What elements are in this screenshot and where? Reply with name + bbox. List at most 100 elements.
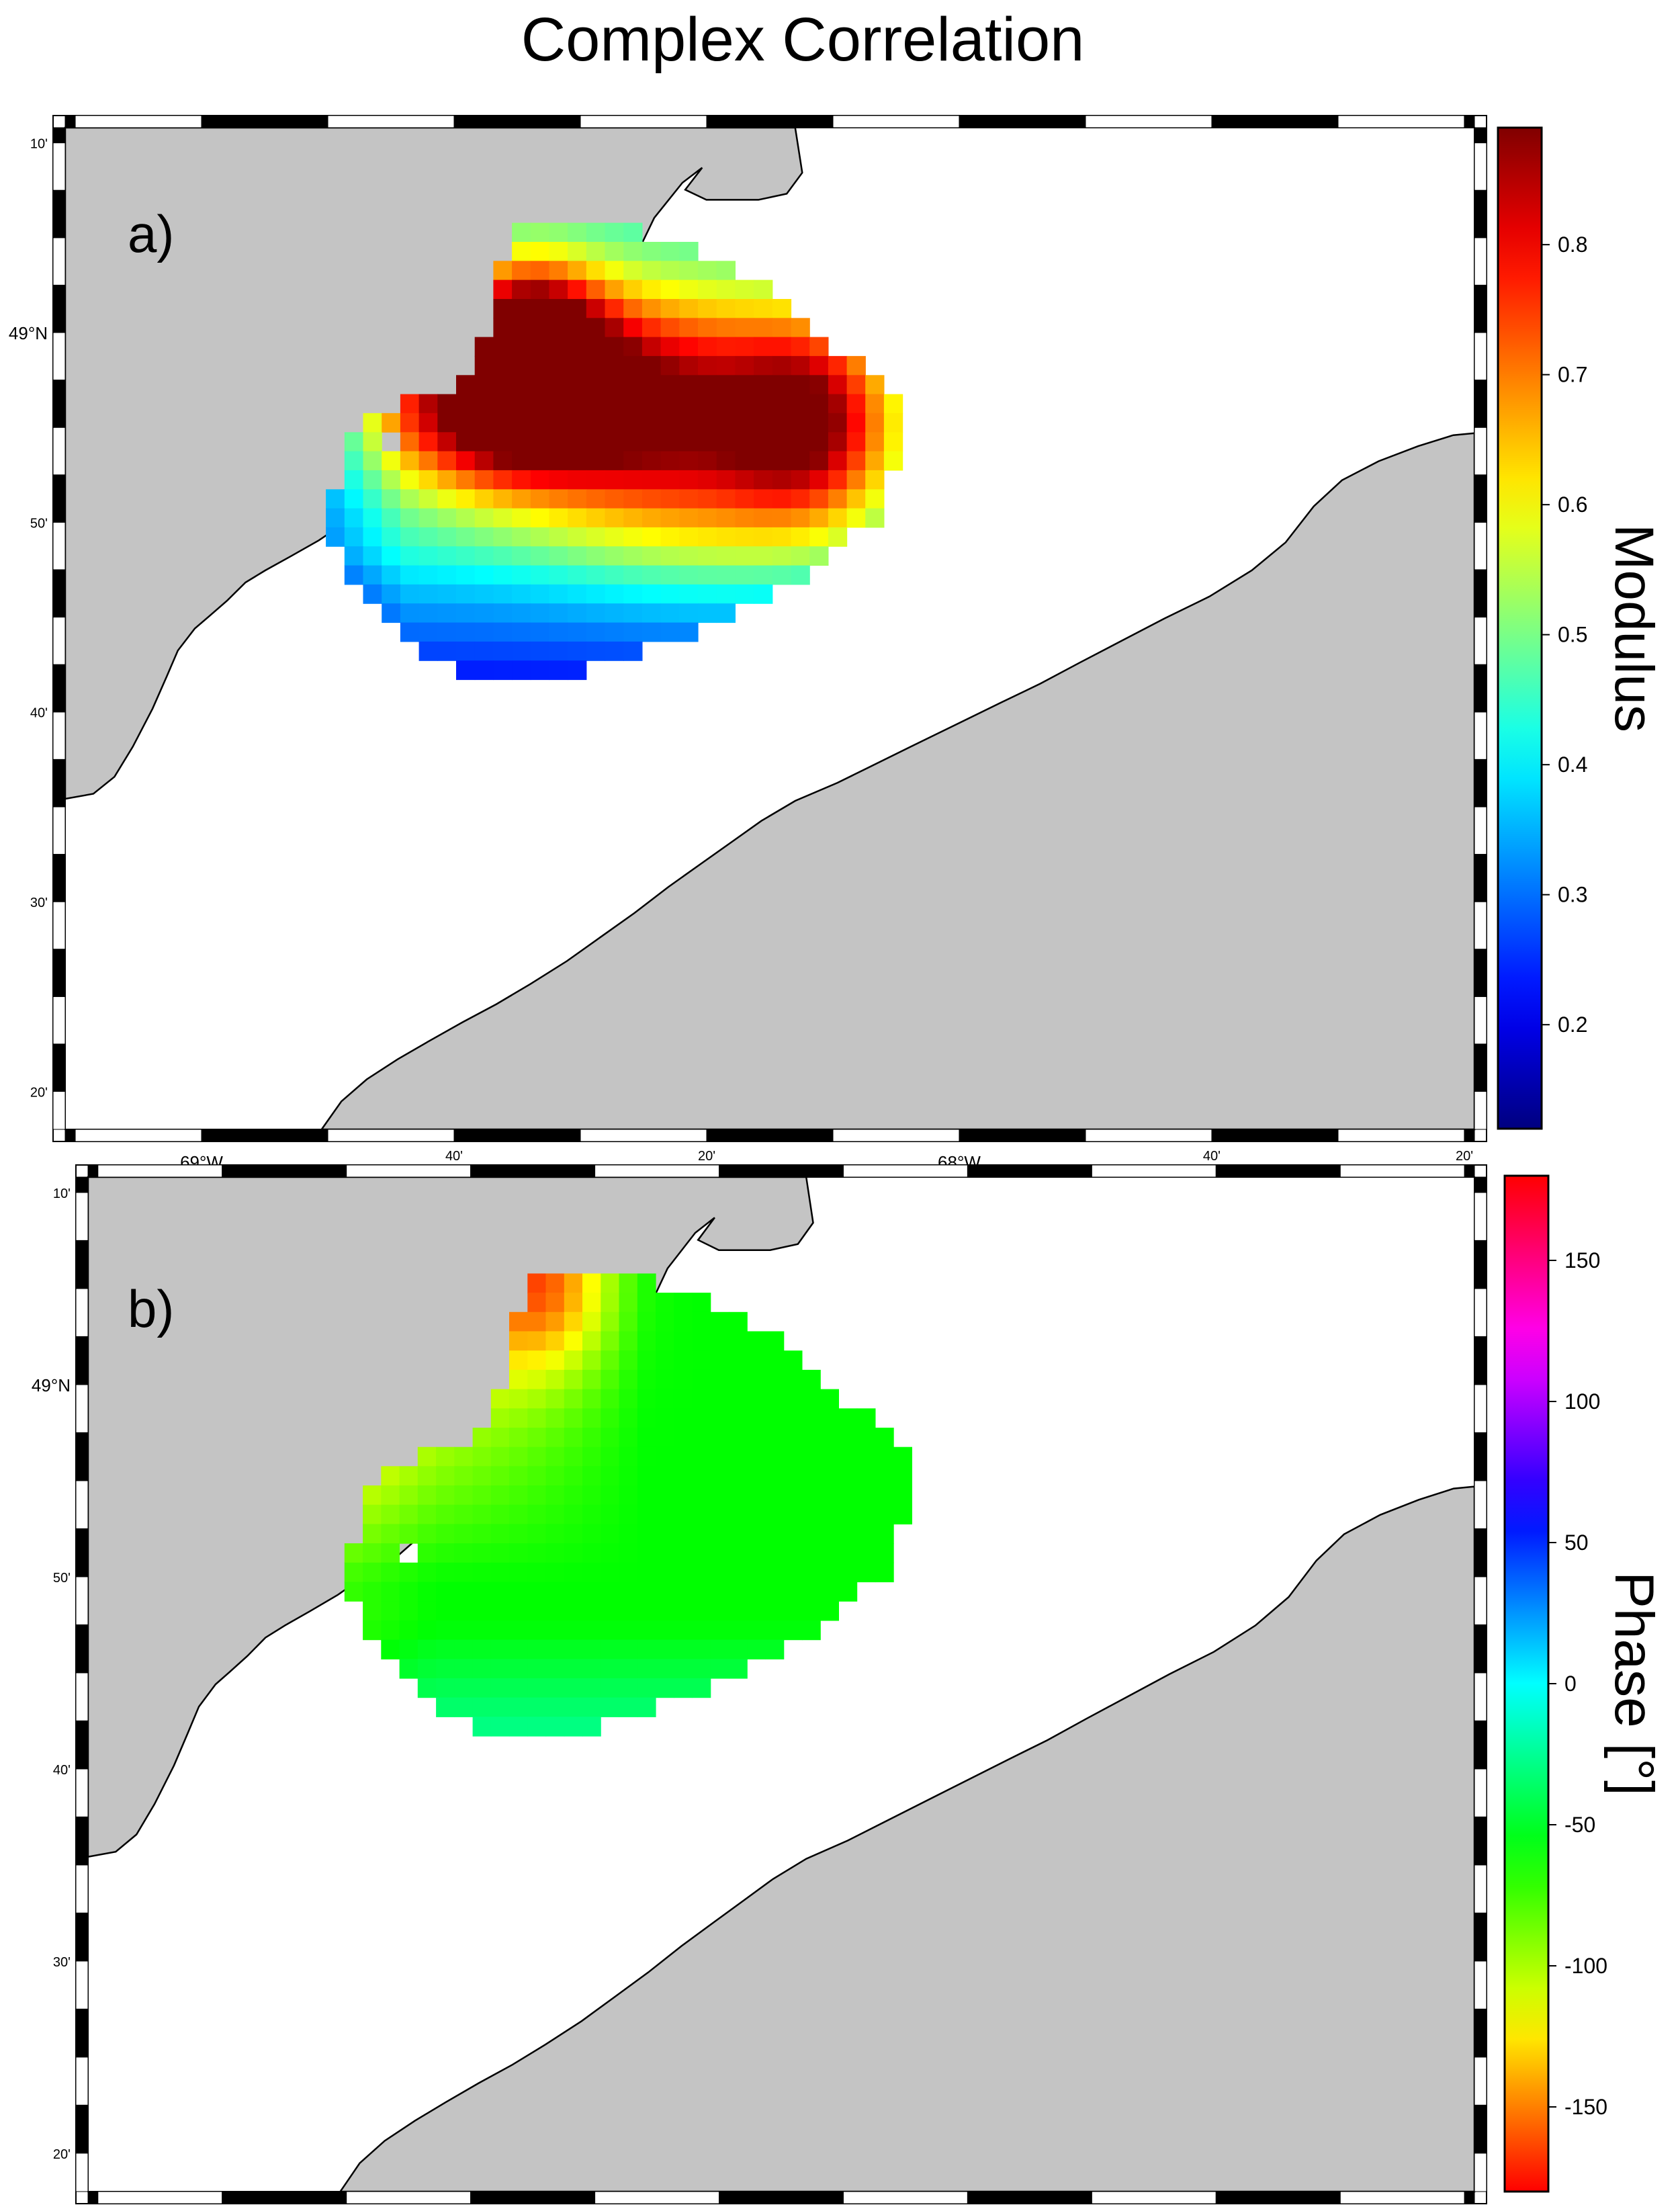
grid-cell (660, 394, 680, 414)
grid-cell (586, 622, 606, 642)
grid-cell (509, 1331, 528, 1351)
grid-cell (418, 603, 438, 623)
grid-cell (512, 565, 531, 585)
grid-cell (637, 1466, 656, 1486)
grid-cell (564, 1369, 583, 1390)
grid-cell (549, 584, 568, 604)
grid-cell (772, 508, 792, 528)
grid-cell (623, 641, 643, 661)
grid-cell (381, 1485, 400, 1506)
colorbar-tick-label: 0.3 (1558, 883, 1587, 907)
grid-cell (747, 1408, 766, 1428)
grid-cell (363, 1543, 382, 1563)
grid-cell (568, 660, 587, 681)
grid-cell (582, 1620, 601, 1641)
grid-cell (623, 242, 643, 261)
grid-cell (605, 222, 624, 243)
grid-cell (765, 1446, 785, 1467)
grid-cell (747, 1562, 766, 1583)
grid-cell (586, 584, 606, 604)
grid-cell (530, 413, 550, 433)
grid-cell (564, 1543, 583, 1563)
grid-cell (454, 1620, 474, 1641)
grid-cell (527, 1389, 547, 1409)
grid-cell (472, 1717, 492, 1737)
grid-cell (564, 1697, 583, 1717)
grid-cell (619, 1639, 638, 1659)
grid-cell (754, 279, 773, 300)
grid-cell (454, 1543, 474, 1563)
grid-cell (692, 1678, 711, 1698)
grid-cell (474, 622, 494, 642)
grid-cell (716, 546, 736, 566)
grid-cell (382, 489, 401, 509)
grid-cell (601, 1524, 620, 1544)
grid-cell (512, 242, 531, 261)
grid-cell (637, 1524, 656, 1544)
grid-cell (512, 660, 531, 681)
grid-cell (363, 1504, 382, 1524)
lat-tick-label: 40' (53, 1763, 71, 1778)
grid-cell (856, 1485, 876, 1506)
grid-cell (549, 660, 568, 681)
grid-cell (436, 1504, 455, 1524)
grid-cell (893, 1446, 912, 1467)
grid-cell (735, 375, 754, 395)
lon-tick-label: 40' (1203, 1149, 1221, 1164)
grid-cell (490, 1620, 510, 1641)
grid-cell (623, 451, 643, 471)
grid-cell (582, 1543, 601, 1563)
grid-cell (735, 318, 754, 338)
grid-cell (710, 1562, 730, 1583)
grid-cell (509, 1582, 528, 1602)
grid-cell (692, 1369, 711, 1390)
grid-cell (637, 1620, 656, 1641)
grid-cell (530, 261, 550, 281)
grid-cell (692, 1562, 711, 1583)
grid-cell (679, 508, 699, 528)
grid-cell (490, 1639, 510, 1659)
grid-cell (509, 1369, 528, 1390)
grid-cell (716, 355, 736, 376)
grid-cell (381, 1582, 400, 1602)
grid-cell (698, 451, 717, 471)
grid-cell (747, 1331, 766, 1351)
grid-cell (783, 1601, 803, 1621)
grid-cell (623, 318, 643, 338)
grid-cell (586, 603, 606, 623)
grid-cell (400, 451, 420, 471)
grid-cell (601, 1428, 620, 1448)
grid-cell (545, 1369, 565, 1390)
grid-cell (772, 394, 792, 414)
grid-cell (679, 584, 699, 604)
grid-cell (828, 375, 848, 395)
grid-cell (582, 1601, 601, 1621)
grid-cell (716, 451, 736, 471)
grid-cell (856, 1466, 876, 1486)
grid-cell (637, 1582, 656, 1602)
grid-cell (400, 546, 420, 566)
panel-a-frame (52, 115, 1487, 1142)
grid-cell (601, 1369, 620, 1390)
grid-cell (456, 375, 476, 395)
grid-cell (656, 1562, 674, 1583)
grid-cell (698, 603, 717, 623)
grid-cell (568, 432, 587, 452)
grid-cell (527, 1311, 547, 1332)
grid-cell (828, 451, 848, 471)
grid-cell (601, 1601, 620, 1621)
grid-cell (710, 1485, 730, 1506)
grid-cell (582, 1524, 601, 1544)
grid-cell (568, 470, 587, 490)
grid-cell (568, 222, 587, 243)
grid-cell (545, 1601, 565, 1621)
grid-cell (527, 1428, 547, 1448)
grid-cell (637, 1293, 656, 1313)
grid-cell (783, 1485, 803, 1506)
grid-cell (619, 1408, 638, 1428)
grid-cell (601, 1678, 620, 1698)
grid-cell (637, 1273, 656, 1293)
grid-cell (642, 375, 662, 395)
lat-tick-label: 30' (53, 1955, 71, 1970)
grid-cell (493, 394, 513, 414)
